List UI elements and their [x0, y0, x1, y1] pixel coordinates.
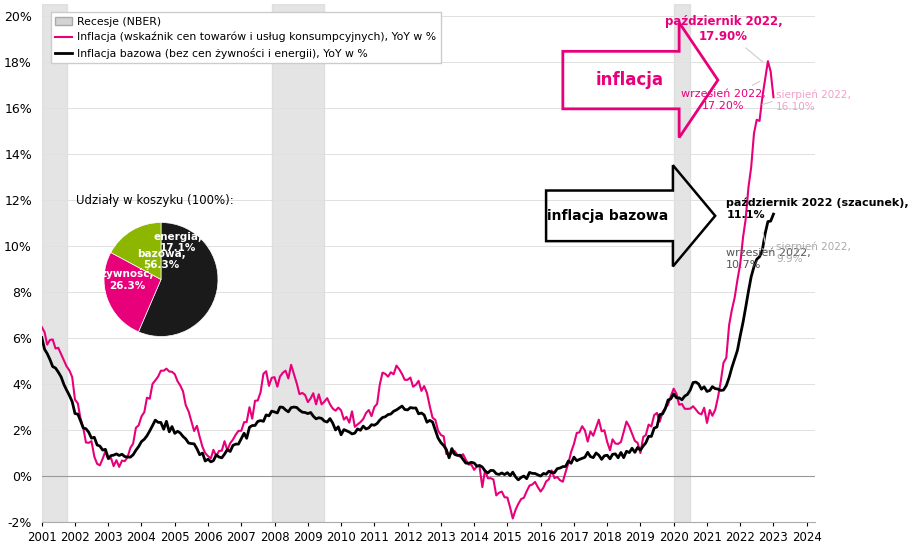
- Bar: [673, 4, 689, 522]
- Text: październik 2022 (szacunek),
11.1%: październik 2022 (szacunek), 11.1%: [725, 198, 908, 220]
- Wedge shape: [139, 222, 218, 336]
- Wedge shape: [104, 253, 161, 332]
- Text: wrzesień 2022,
17.20%: wrzesień 2022, 17.20%: [680, 81, 765, 111]
- Bar: [41, 4, 66, 522]
- Text: sierpień 2022,
9.9%: sierpień 2022, 9.9%: [776, 242, 850, 264]
- Text: inflacja: inflacja: [595, 71, 663, 89]
- Bar: [271, 4, 324, 522]
- Text: wrzesień 2022,
10.7%: wrzesień 2022, 10.7%: [725, 232, 811, 270]
- Text: bazowa,
56.3%: bazowa, 56.3%: [137, 249, 185, 270]
- Text: żywność,
26.3%: żywność, 26.3%: [100, 268, 153, 291]
- Text: inflacja bazowa: inflacja bazowa: [546, 209, 667, 223]
- Wedge shape: [110, 222, 161, 279]
- Text: sierpień 2022,
16.10%: sierpień 2022, 16.10%: [776, 90, 850, 112]
- Text: Udziały w koszyku (100%):: Udziały w koszyku (100%):: [75, 194, 233, 207]
- Text: energia,
17.1%: energia, 17.1%: [153, 232, 202, 253]
- Legend: Recesje (NBER), Inflacja (wskaźnik cen towarów i usług konsumpcyjnych), YoY w %,: Recesje (NBER), Inflacja (wskaźnik cen t…: [51, 12, 440, 63]
- Text: październik 2022,
17.90%: październik 2022, 17.90%: [664, 15, 781, 62]
